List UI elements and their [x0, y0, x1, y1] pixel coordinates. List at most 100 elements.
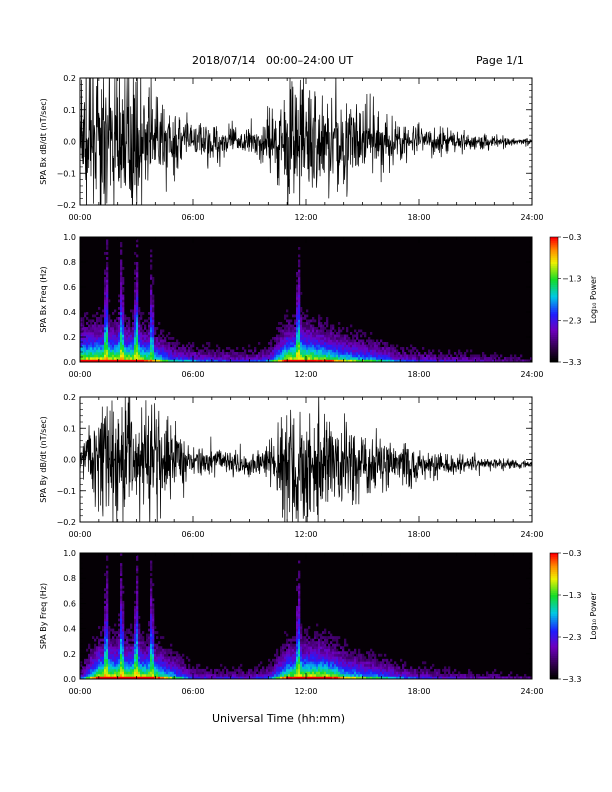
spectrogram-cell: [168, 658, 171, 662]
spectrogram-cell: [320, 324, 323, 328]
spectrogram-cell: [310, 342, 313, 345]
spectrogram-cell: [440, 354, 443, 358]
spectrogram-cell: [118, 337, 121, 340]
spectrogram-cell: [120, 565, 123, 569]
spectrogram-cell: [296, 312, 299, 315]
spectrogram-cell: [360, 359, 363, 363]
spectrogram-cell: [112, 312, 115, 315]
spectrogram-cell: [172, 342, 175, 345]
spectrogram-cell: [112, 334, 115, 338]
spectrogram-cell: [280, 653, 283, 657]
spectrogram-cell: [482, 359, 485, 363]
spectrogram-cell: [372, 666, 375, 670]
spectrogram-cell: [356, 653, 359, 657]
spectrogram-cell: [98, 638, 101, 642]
spectrogram-cell: [166, 663, 169, 667]
spectrogram-cell: [278, 663, 281, 667]
spectrogram-cell: [428, 673, 431, 677]
spectrogram-cell: [144, 653, 147, 657]
spectrogram-cell: [166, 344, 169, 348]
spectrogram-cell: [90, 359, 93, 363]
y-tick-label: 0.0: [63, 138, 76, 147]
spectrogram-cell: [324, 357, 327, 360]
spectrogram-cell: [410, 673, 413, 677]
spectrogram-cell: [298, 299, 301, 303]
spectrogram-cell: [136, 575, 139, 579]
spectrogram-cell: [156, 668, 159, 672]
spectrogram-cell: [146, 334, 149, 338]
spectrogram-cell: [140, 334, 143, 338]
spectrogram-cell: [142, 673, 145, 677]
spectrogram-cell: [304, 322, 307, 325]
x-tick-label: 00:00: [68, 213, 91, 222]
spectrogram-cell: [146, 648, 149, 652]
spectrogram-cell: [362, 347, 365, 350]
spectrogram-cell: [98, 349, 101, 353]
spectrogram-cell: [106, 605, 109, 609]
spectrogram-cell: [268, 357, 271, 360]
spectrogram-cell: [114, 334, 117, 338]
spectrogram-cell: [350, 357, 353, 360]
spectrogram-cell: [336, 334, 339, 338]
spectrogram-cell: [170, 648, 173, 652]
spectrogram-cell: [122, 329, 125, 333]
spectrogram-cell: [330, 636, 333, 639]
spectrogram-cell: [290, 641, 293, 645]
spectrogram-cell: [442, 357, 445, 360]
spectrogram-cell: [290, 332, 293, 335]
spectrogram-cell: [164, 668, 167, 672]
spectrogram-cell: [162, 329, 165, 333]
spectrogram-cell: [318, 349, 321, 353]
spectrogram-cell: [148, 347, 151, 350]
colorbar-segment: [550, 349, 558, 352]
spectrogram-cell: [360, 339, 363, 343]
spectrogram-cell: [104, 588, 107, 592]
spectrogram-cell: [370, 354, 373, 358]
spectrogram-cell: [152, 626, 155, 629]
spectrogram-cell: [86, 312, 89, 315]
spectrogram-cell: [320, 342, 323, 345]
spectrogram-cell: [330, 332, 333, 335]
spectrogram-cell: [150, 638, 153, 642]
spectrogram-cell: [456, 676, 459, 680]
spectrogram-cell: [92, 314, 95, 318]
spectrogram-cell: [332, 671, 335, 675]
spectrogram-cell: [430, 671, 433, 675]
spectrogram-cell: [118, 359, 121, 363]
spectrogram-cell: [302, 638, 305, 642]
spectrogram-cell: [126, 352, 129, 355]
spectrogram-cell: [120, 329, 123, 333]
spectrogram-cell: [316, 641, 319, 645]
y-tick-label: −0.1: [57, 169, 76, 178]
spectrogram-cell: [342, 334, 345, 338]
spectrogram-cell: [298, 603, 301, 607]
spectrogram-cell: [454, 673, 457, 677]
spectrogram-cell: [526, 676, 529, 680]
spectrogram-cell: [370, 357, 373, 360]
spectrogram-cell: [130, 656, 133, 660]
spectrogram-cell: [138, 623, 141, 627]
spectrogram-cell: [336, 332, 339, 335]
spectrogram-cell: [126, 673, 129, 677]
spectrogram-cell: [436, 668, 439, 672]
spectrogram-cell: [364, 673, 367, 677]
spectrogram-cell: [336, 357, 339, 360]
spectrogram-cell: [140, 354, 143, 358]
spectrogram-cell: [140, 636, 143, 639]
spectrogram-cell: [368, 352, 371, 355]
spectrogram-cell: [356, 661, 359, 665]
spectrogram-cell: [96, 676, 99, 680]
spectrogram-cell: [298, 344, 301, 348]
spectrogram-cell: [162, 653, 165, 657]
spectrogram-cell: [374, 347, 377, 350]
spectrogram-cell: [104, 638, 107, 642]
spectrogram-cell: [412, 676, 415, 680]
spectrogram-cell: [332, 668, 335, 672]
spectrogram-cell: [324, 646, 327, 650]
spectrogram-cell: [136, 646, 139, 650]
spectrogram-cell: [132, 658, 135, 662]
spectrogram-cell: [384, 653, 387, 657]
spectrogram-cell: [252, 676, 255, 680]
spectrogram-cell: [242, 671, 245, 675]
spectrogram-cell: [106, 621, 109, 624]
